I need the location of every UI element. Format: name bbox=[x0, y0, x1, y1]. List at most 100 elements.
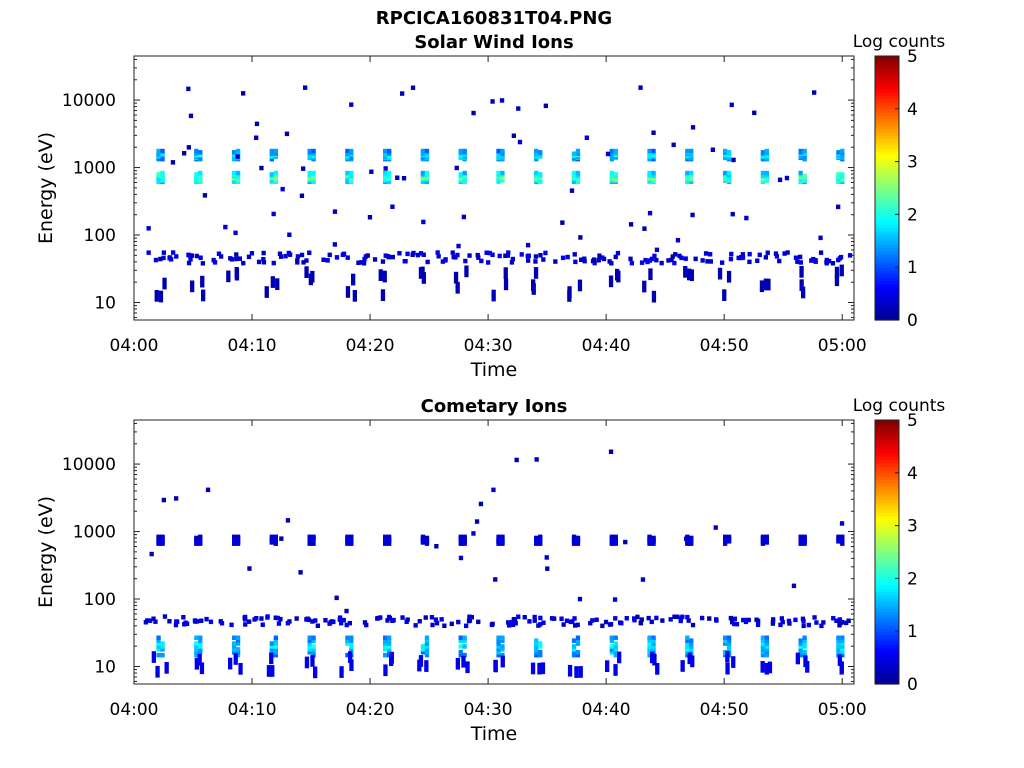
colorbar-swatch bbox=[875, 657, 899, 662]
colorbar-swatch bbox=[875, 651, 899, 655]
data-cell bbox=[608, 275, 614, 288]
data-cell bbox=[383, 534, 388, 540]
colorbar-swatch bbox=[875, 102, 899, 107]
data-cell bbox=[181, 615, 186, 620]
colorbar-swatch bbox=[875, 611, 899, 616]
data-cell bbox=[307, 647, 312, 652]
data-cell bbox=[241, 260, 246, 266]
data-cell bbox=[525, 242, 531, 248]
data-cell bbox=[160, 641, 165, 646]
data-cell bbox=[439, 617, 444, 622]
colorbar-swatch bbox=[875, 260, 899, 265]
data-cell bbox=[564, 618, 570, 623]
data-cell bbox=[167, 619, 172, 624]
data-cell bbox=[764, 638, 769, 643]
colorbar-swatch bbox=[875, 634, 899, 639]
colorbar-label: Log counts bbox=[853, 396, 946, 416]
data-cell bbox=[323, 618, 328, 623]
data-cell bbox=[153, 619, 158, 624]
data-cell bbox=[519, 252, 524, 257]
data-cell bbox=[160, 170, 165, 176]
data-cell bbox=[454, 165, 459, 171]
data-cell bbox=[232, 534, 237, 540]
data-cell bbox=[235, 647, 241, 652]
data-cell bbox=[345, 178, 350, 183]
data-cell bbox=[571, 534, 577, 540]
data-cell bbox=[458, 148, 463, 154]
y-tick-label: 100 bbox=[84, 590, 116, 610]
data-cell bbox=[204, 616, 209, 622]
colorbar-swatch bbox=[875, 224, 899, 229]
data-cell bbox=[198, 150, 203, 155]
data-cell bbox=[666, 258, 671, 263]
data-cell bbox=[809, 258, 814, 263]
data-cell bbox=[420, 155, 426, 161]
data-cell bbox=[259, 165, 264, 171]
colorbar-swatch bbox=[875, 489, 899, 494]
data-cell bbox=[600, 623, 605, 629]
data-cell bbox=[315, 623, 320, 628]
data-cell bbox=[824, 259, 829, 265]
data-cell bbox=[525, 253, 530, 259]
y-tick-label: 1000 bbox=[73, 159, 116, 179]
data-cell bbox=[685, 635, 690, 640]
data-cell bbox=[764, 652, 769, 658]
data-cell bbox=[685, 652, 690, 658]
data-cell bbox=[307, 644, 312, 649]
data-cell bbox=[487, 250, 492, 256]
data-cell bbox=[387, 616, 392, 621]
colorbar-swatch bbox=[875, 641, 899, 645]
data-cell bbox=[780, 619, 785, 625]
data-cell bbox=[156, 641, 161, 646]
data-cell bbox=[798, 644, 803, 649]
colorbar-swatch bbox=[875, 240, 899, 245]
colorbar-swatch bbox=[875, 664, 899, 669]
data-cell bbox=[628, 256, 633, 262]
data-cell bbox=[506, 620, 511, 625]
data-cell bbox=[235, 635, 241, 640]
data-cell bbox=[496, 152, 501, 158]
data-cell bbox=[235, 641, 241, 646]
data-cell bbox=[234, 256, 239, 262]
data-cell bbox=[182, 151, 187, 156]
data-cell bbox=[450, 250, 455, 255]
data-cell bbox=[722, 289, 727, 301]
data-cell bbox=[798, 647, 803, 652]
data-cell bbox=[544, 555, 549, 560]
data-cell bbox=[306, 617, 312, 623]
data-cell bbox=[726, 150, 732, 155]
data-cell bbox=[798, 534, 803, 540]
data-cell bbox=[186, 252, 191, 258]
data-cell bbox=[798, 260, 803, 265]
x-tick-label: 05:00 bbox=[818, 336, 867, 356]
data-cell bbox=[304, 617, 309, 622]
data-cell bbox=[456, 243, 461, 249]
data-cell bbox=[465, 661, 470, 674]
data-cell bbox=[541, 620, 546, 625]
data-cell bbox=[647, 641, 652, 646]
data-cell bbox=[538, 253, 543, 258]
data-cell bbox=[273, 638, 278, 643]
data-cell bbox=[651, 647, 656, 652]
x-tick-label: 04:20 bbox=[346, 700, 395, 720]
data-cell bbox=[349, 102, 354, 107]
data-cell bbox=[228, 256, 233, 261]
data-cell bbox=[689, 644, 694, 649]
data-cell bbox=[311, 635, 316, 640]
data-cell bbox=[313, 618, 318, 623]
data-cell bbox=[760, 647, 766, 652]
data-cell bbox=[467, 616, 472, 621]
data-cell bbox=[383, 644, 388, 649]
data-cell bbox=[461, 655, 466, 668]
data-cell bbox=[609, 644, 614, 649]
data-cell bbox=[259, 616, 264, 621]
data-cell bbox=[760, 644, 766, 649]
data-cell bbox=[424, 660, 429, 672]
data-cell bbox=[669, 257, 674, 263]
data-cell bbox=[285, 620, 290, 626]
data-cell bbox=[387, 536, 392, 542]
data-cell bbox=[160, 534, 165, 540]
data-cell bbox=[840, 638, 845, 643]
data-cell bbox=[458, 555, 464, 561]
data-cell bbox=[479, 258, 484, 264]
